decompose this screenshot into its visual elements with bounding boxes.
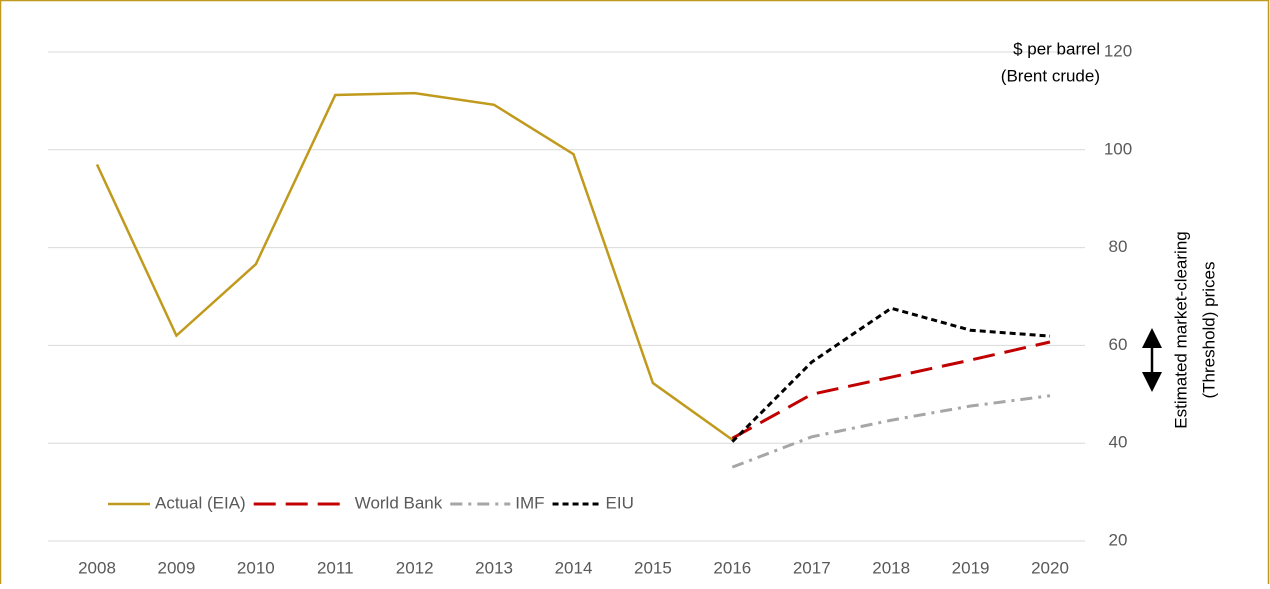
legend-label: EIU — [606, 493, 634, 512]
x-tick-label: 2020 — [1031, 558, 1069, 577]
series-line — [95, 91, 734, 441]
series-line — [731, 340, 1051, 440]
x-tick-label: 2011 — [317, 558, 354, 577]
x-tick-label: 2012 — [396, 558, 434, 577]
legend-label: IMF — [515, 493, 544, 512]
series-line — [731, 306, 1051, 443]
y-tick-label: 100 — [1104, 139, 1132, 158]
x-tick-label: 2008 — [78, 558, 116, 577]
x-tick-label: 2010 — [237, 558, 275, 577]
y-tick-label: 120 — [1104, 41, 1132, 60]
x-tick-label: 2018 — [872, 558, 910, 577]
x-tick-label: 2019 — [952, 558, 990, 577]
series-line — [731, 394, 1051, 469]
x-tick-label: 2015 — [634, 558, 672, 577]
y-axis-label: (Brent crude) — [1001, 66, 1100, 85]
x-tick-label: 2014 — [555, 558, 593, 577]
x-tick-label: 2009 — [158, 558, 196, 577]
y-tick-label: 60 — [1109, 335, 1128, 354]
y-axis-label: $ per barrel — [1013, 39, 1100, 58]
x-tick-label: 2013 — [475, 558, 513, 577]
annotation: (Threshold) prices — [1199, 262, 1218, 399]
annotation: Estimated market-clearing — [1171, 231, 1190, 428]
x-tick-label: 2017 — [793, 558, 831, 577]
y-tick-label: 40 — [1109, 433, 1128, 452]
x-tick-label: 2016 — [713, 558, 751, 577]
y-tick-label: 20 — [1109, 530, 1128, 549]
legend-label: Actual (EIA) — [155, 493, 246, 512]
y-tick-label: 80 — [1109, 237, 1128, 256]
legend-label: World Bank — [355, 493, 443, 512]
